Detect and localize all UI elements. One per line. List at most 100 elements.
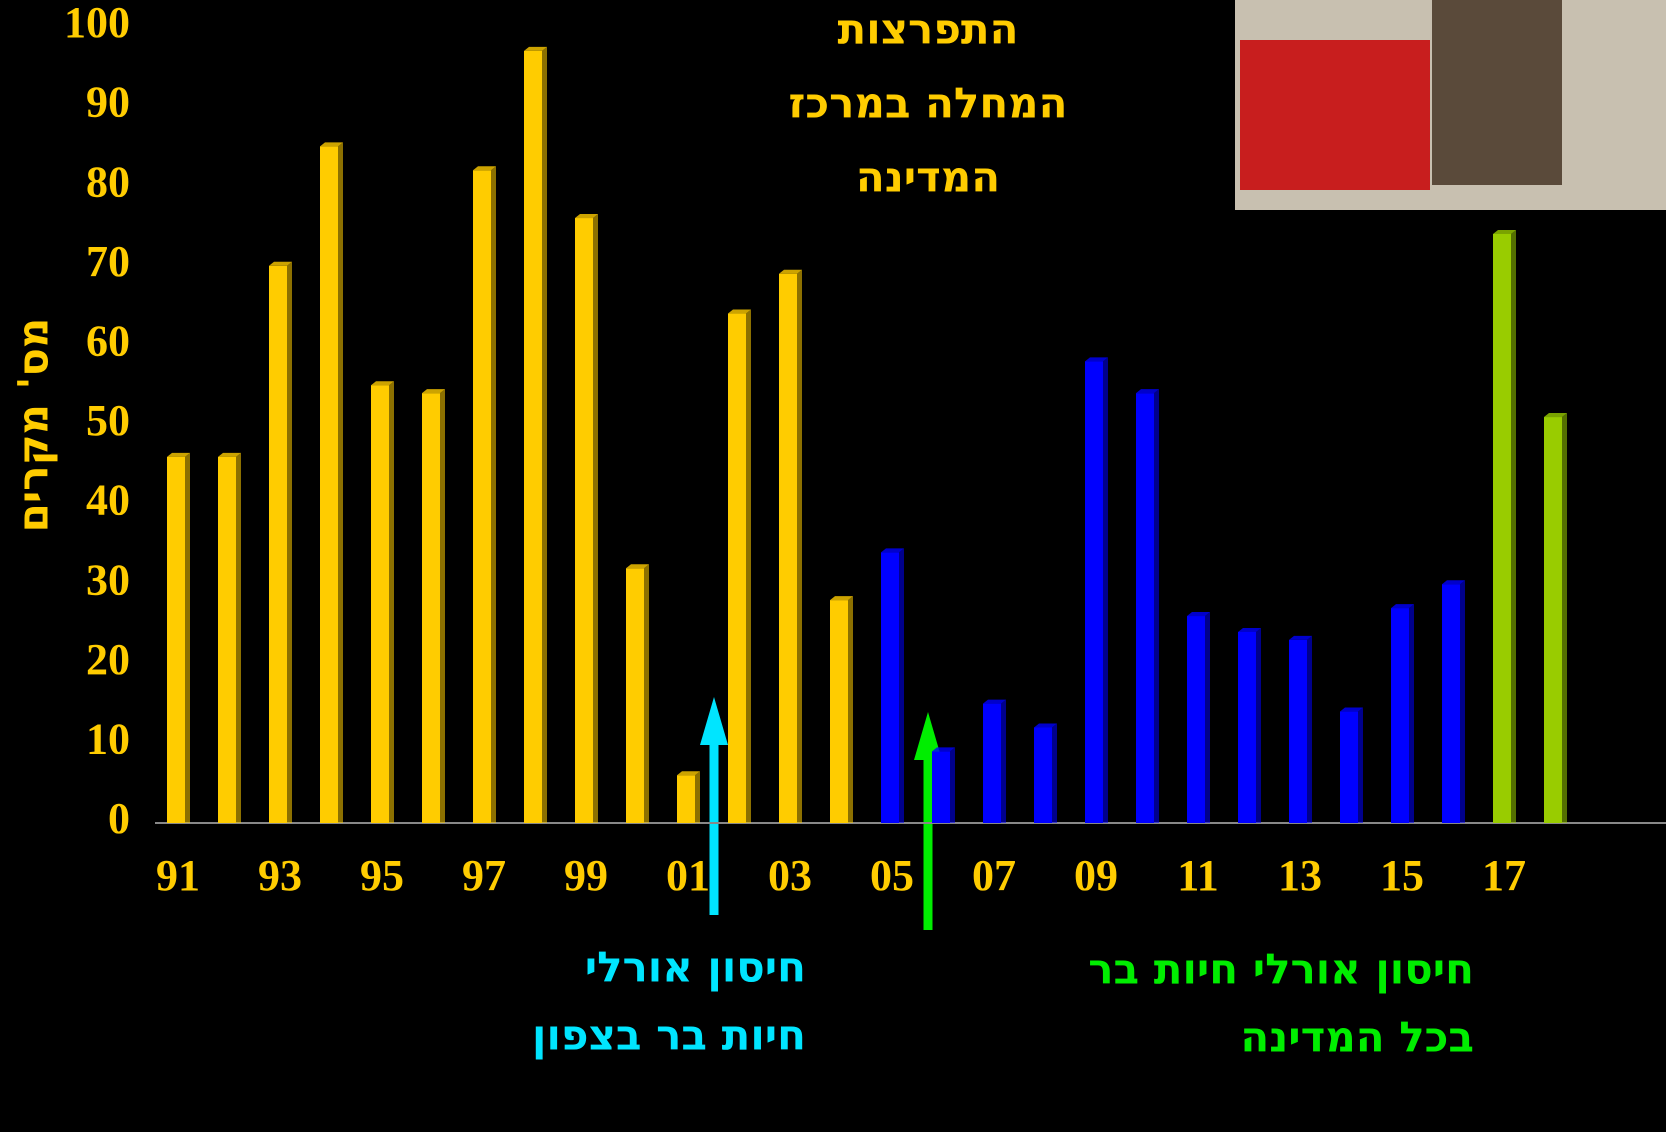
bar-side: [1154, 389, 1159, 823]
bar-top: [830, 596, 853, 601]
news-clipping-red: [1240, 40, 1430, 190]
bar-side: [746, 309, 751, 823]
bar: [371, 385, 389, 823]
annotation-all: חיסון אורלי חיות בר: [1088, 945, 1474, 994]
x-tick-label: 07: [972, 851, 1016, 900]
x-tick-label: 05: [870, 851, 914, 900]
bar-top: [422, 389, 445, 394]
bar: [1289, 639, 1307, 823]
bar-side: [389, 381, 394, 823]
y-tick-label: 50: [86, 396, 130, 445]
bar-side: [1052, 723, 1057, 823]
bar-side: [287, 261, 292, 823]
annotation-title: התפרצות: [838, 5, 1019, 54]
bar-top: [473, 166, 496, 171]
bar-side: [695, 771, 700, 823]
y-tick-label: 20: [86, 635, 130, 684]
bar: [983, 703, 1001, 823]
bar-top: [371, 381, 394, 386]
bar-top: [1442, 580, 1465, 585]
bar-top: [575, 214, 598, 219]
x-tick-label: 17: [1482, 851, 1526, 900]
annotation-title: המחלה במרכז: [789, 79, 1068, 128]
x-tick-label: 11: [1177, 851, 1219, 900]
x-tick-label: 09: [1074, 851, 1118, 900]
bar: [626, 568, 644, 823]
bar: [1238, 631, 1256, 823]
bar: [1187, 616, 1205, 823]
x-tick-label: 13: [1278, 851, 1322, 900]
annotation-north: חיסון אורלי: [585, 943, 806, 992]
bar-top: [881, 548, 904, 553]
x-tick-label: 03: [768, 851, 812, 900]
bar: [269, 265, 287, 823]
bar-top: [1289, 635, 1312, 640]
bar-top: [1187, 612, 1210, 617]
bar-top: [626, 564, 649, 569]
bar-top: [524, 46, 547, 51]
y-tick-label: 0: [108, 794, 130, 843]
bar-side: [950, 747, 955, 823]
y-tick-label: 70: [86, 237, 130, 286]
annotation-north: חיות בר בצפון: [532, 1011, 806, 1060]
bar: [1085, 361, 1103, 823]
y-tick-label: 30: [86, 555, 130, 604]
bar-top: [1544, 413, 1567, 418]
news-photo: [1432, 0, 1562, 185]
y-tick-label: 60: [86, 316, 130, 365]
bar-side: [797, 269, 802, 823]
bar: [524, 50, 542, 823]
y-tick-label: 80: [86, 157, 130, 206]
bar-side: [848, 596, 853, 823]
bar-side: [1001, 699, 1006, 823]
x-tick-label: 93: [258, 851, 302, 900]
bar: [830, 600, 848, 823]
bar-top: [167, 452, 190, 457]
bar-top: [1493, 229, 1516, 234]
y-tick-label: 10: [86, 714, 130, 763]
bar-side: [1460, 580, 1465, 823]
bar: [677, 775, 695, 823]
bar-top: [1136, 389, 1159, 394]
bar: [422, 393, 440, 823]
bar: [167, 456, 185, 823]
bar-side: [1205, 612, 1210, 823]
bar-side: [899, 548, 904, 823]
bar: [575, 218, 593, 824]
bar-side: [185, 452, 190, 823]
y-tick-label: 90: [86, 78, 130, 127]
bar-side: [338, 142, 343, 823]
bar: [881, 552, 899, 823]
bar-side: [644, 564, 649, 823]
bar-side: [1256, 627, 1261, 823]
bar-side: [1409, 604, 1414, 823]
bar: [1493, 233, 1511, 823]
x-tick-label: 01: [666, 851, 710, 900]
bar-top: [779, 269, 802, 274]
x-tick-label: 91: [156, 851, 200, 900]
bar-side: [1358, 707, 1363, 823]
y-tick-label: 40: [86, 476, 130, 525]
bar: [728, 313, 746, 823]
x-tick-label: 97: [462, 851, 506, 900]
bar-top: [728, 309, 751, 314]
annotation-all: בכל המדינה: [1240, 1013, 1474, 1062]
bar-top: [983, 699, 1006, 704]
bar: [1034, 727, 1052, 823]
bar: [1340, 711, 1358, 823]
arrow-all-head: [914, 712, 942, 760]
bar: [932, 751, 950, 823]
bar-top: [1034, 723, 1057, 728]
bar-top: [1391, 604, 1414, 609]
bar-side: [236, 452, 241, 823]
y-axis-label: מס' מקרים: [9, 318, 58, 533]
bar-side: [1307, 635, 1312, 823]
annotation-title: המדינה: [856, 153, 1000, 202]
bar-top: [677, 771, 700, 776]
bar-top: [1085, 357, 1108, 362]
bar: [320, 146, 338, 823]
arrow-north-head: [700, 697, 728, 745]
bar-side: [440, 389, 445, 823]
bar-top: [932, 747, 955, 752]
